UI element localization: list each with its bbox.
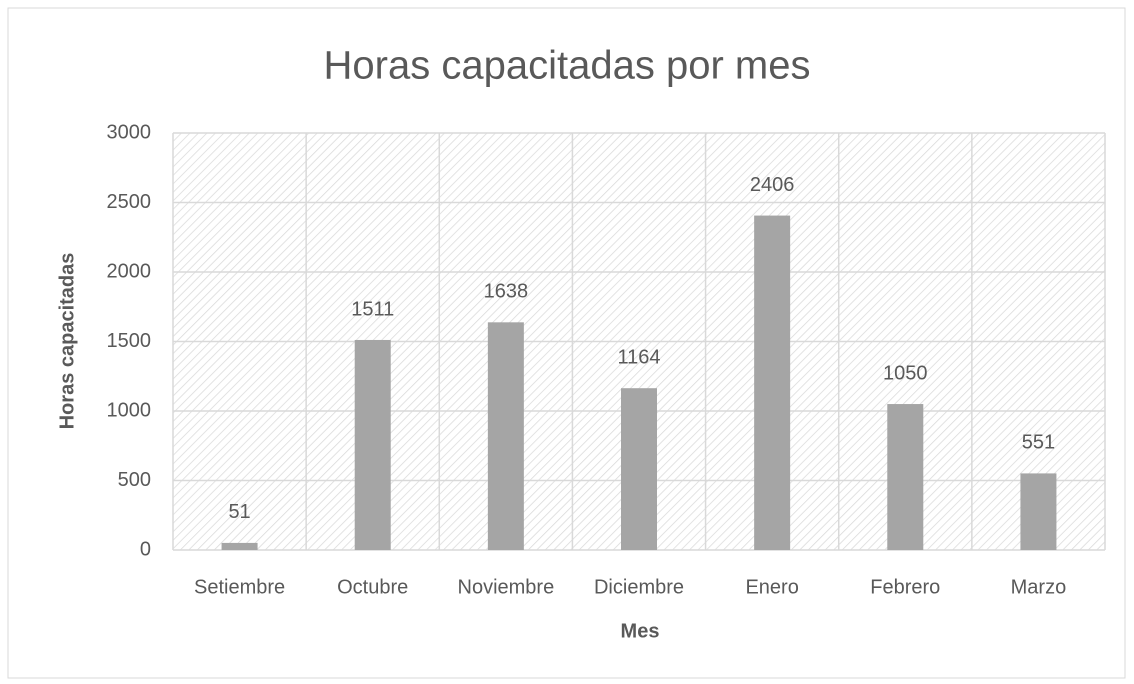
x-tick-label: Febrero [870,576,940,598]
data-label: 1638 [484,281,529,303]
x-tick-label: Octubre [337,576,408,598]
x-tick-label: Diciembre [594,576,684,598]
chart-title: Horas capacitadas por mes [324,44,811,88]
y-tick-label: 1000 [107,399,152,421]
data-label: 551 [1022,432,1055,454]
bar [354,339,391,550]
data-label: 1511 [351,298,394,320]
x-tick-label: Enero [745,576,798,598]
y-tick-label: 0 [140,538,151,560]
y-tick-label: 3000 [107,121,152,143]
bar [621,388,657,550]
bar [1020,473,1057,550]
bar [487,322,524,550]
data-label: 51 [228,501,250,523]
bar [887,404,924,550]
bar [221,542,258,550]
x-tick-label: Marzo [1011,576,1067,598]
y-tick-label: 2000 [107,260,152,282]
x-axis-title: Mes [621,620,660,642]
y-axis-title: Horas capacitadas [56,253,78,430]
data-label: 1164 [617,346,660,368]
bar [754,215,791,551]
data-label: 1050 [883,362,928,384]
y-tick-label: 1500 [107,330,152,352]
y-tick-label: 500 [118,469,151,491]
y-tick-label: 2500 [107,191,152,213]
x-tick-label: Noviembre [458,576,555,598]
data-label: 2406 [750,174,795,196]
x-tick-label: Setiembre [194,576,285,598]
